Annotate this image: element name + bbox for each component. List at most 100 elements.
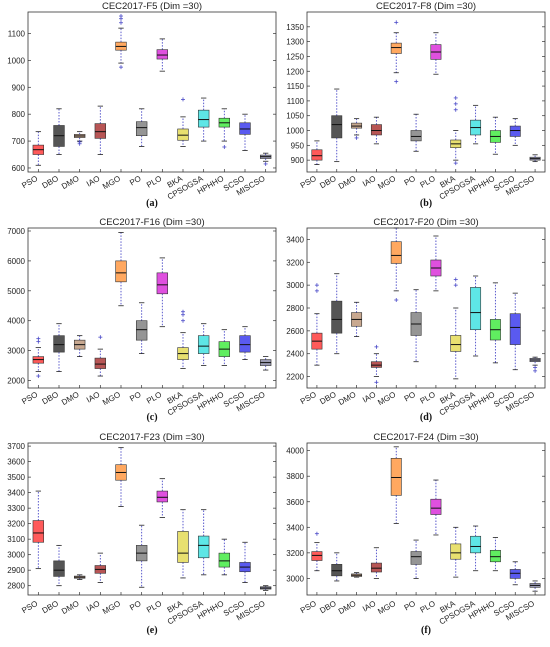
x-tick-label: PSO <box>299 599 318 615</box>
y-tick-label: 4000 <box>286 447 304 456</box>
y-tick-label: 3100 <box>7 535 25 544</box>
x-tick-label: PSO <box>299 390 318 406</box>
y-tick-label: 1350 <box>286 23 304 32</box>
x-tick-label: DMO <box>60 390 81 407</box>
y-tick-label: 900 <box>291 156 305 165</box>
y-tick-label: 7000 <box>7 227 25 236</box>
y-tick-label: 3400 <box>286 523 304 532</box>
x-tick-label: MGO <box>101 390 122 407</box>
chart-title: CEC2017-F5 (Dim =30) <box>102 1 202 12</box>
y-tick-label: 3000 <box>7 551 25 560</box>
box-bka <box>177 531 189 563</box>
box-pso <box>311 551 323 561</box>
box-iao <box>94 357 107 369</box>
y-tick-label: 3000 <box>286 574 304 583</box>
box-mgo <box>115 260 127 283</box>
x-tick-label: IAO <box>85 174 101 189</box>
box-iao <box>370 124 382 136</box>
box-hphho <box>489 549 501 563</box>
y-tick-label: 3200 <box>286 549 304 558</box>
plot-area <box>306 442 546 596</box>
x-tick-label: DBO <box>318 390 338 406</box>
box-cpsogsa <box>197 109 210 128</box>
box-mgo <box>390 42 402 54</box>
y-tick-label: 800 <box>12 110 26 119</box>
y-tick-label: 1150 <box>287 82 305 91</box>
x-tick-label: PO <box>128 390 143 404</box>
y-tick-label: 600 <box>12 164 26 173</box>
box-pso <box>311 149 323 161</box>
x-tick-label: DMO <box>337 174 358 191</box>
y-tick-label: 1100 <box>287 97 305 106</box>
y-tick-label: 3800 <box>286 472 304 481</box>
x-tick-label: PO <box>403 174 418 188</box>
chart-panel: 2200 2400 2600 2800 3000 3200 3400 CEC2017-F20 … <box>286 217 546 423</box>
y-tick-label: 1100 <box>8 30 26 39</box>
x-tick-label: DBO <box>40 174 60 190</box>
x-tick-label: PO <box>403 390 418 404</box>
x-tick-label: PSO <box>20 599 39 615</box>
x-tick-label: DMO <box>60 174 81 191</box>
box-cpsogsa <box>470 535 482 554</box>
x-tick-label: DBO <box>40 390 60 406</box>
chart-panel: 2800 2900 3000 3100 3200 3300 3400 3500 3600 3700… <box>7 432 277 636</box>
box-scso <box>239 335 251 353</box>
y-tick-label: 3200 <box>286 258 304 267</box>
box-dbo <box>331 300 343 334</box>
panel-caption: (e) <box>146 625 157 636</box>
box-po <box>410 130 422 142</box>
y-tick-label: 1050 <box>286 112 304 121</box>
y-tick-label: 2800 <box>286 304 304 313</box>
box-plo <box>156 490 169 503</box>
x-tick-label: PSO <box>299 174 318 190</box>
plot-area <box>306 227 546 389</box>
y-tick-label: 3000 <box>286 281 304 290</box>
box-dbo <box>331 564 343 577</box>
box-scso <box>509 125 521 137</box>
box-po <box>410 551 422 565</box>
box-dbo <box>331 115 343 139</box>
panel-caption: (f) <box>421 625 431 636</box>
box-plo <box>430 498 442 515</box>
chart-title: CEC2017-F24 (Dim =30) <box>373 432 478 443</box>
box-cpsogsa <box>470 287 482 331</box>
x-tick-label: PLO <box>419 174 437 190</box>
x-tick-label: MGO <box>101 174 122 191</box>
box-bka <box>450 335 462 352</box>
x-tick-label: PO <box>128 599 143 613</box>
x-tick-label: IAO <box>361 390 377 405</box>
plot-area <box>27 227 277 389</box>
box-po <box>135 320 148 341</box>
panel-caption: (a) <box>146 198 158 209</box>
chart-title: CEC2017-F8 (Dim =30) <box>376 1 476 12</box>
box-pso <box>32 520 45 543</box>
box-mgo <box>390 458 402 496</box>
x-tick-label: PSO <box>20 174 39 190</box>
y-tick-label: 2400 <box>286 350 304 359</box>
plot-area <box>306 11 546 173</box>
box-dbo <box>53 335 65 353</box>
panel-caption: (c) <box>146 412 157 423</box>
y-tick-label: 3600 <box>286 498 304 507</box>
x-tick-label: IAO <box>85 390 101 405</box>
x-tick-label: DBO <box>318 599 338 615</box>
y-tick-label: 2600 <box>286 327 304 336</box>
y-tick-label: 2900 <box>7 566 25 575</box>
panel-caption: (b) <box>420 198 432 209</box>
box-scso <box>509 313 521 345</box>
y-tick-label: 5000 <box>7 287 25 296</box>
x-tick-label: IAO <box>361 599 377 614</box>
y-tick-label: 1000 <box>7 56 25 65</box>
y-tick-label: 3000 <box>7 347 25 356</box>
chart-panel: 3000 3200 3400 3600 3800 4000 CEC2017-F24 (Dim… <box>286 432 546 636</box>
y-tick-label: 3200 <box>7 520 25 529</box>
y-tick-label: 3300 <box>7 504 25 513</box>
box-hphho <box>218 552 231 568</box>
x-tick-label: IAO <box>85 599 101 614</box>
x-tick-label: PO <box>128 174 143 188</box>
x-tick-label: PLO <box>419 390 437 406</box>
y-tick-label: 1250 <box>286 52 304 61</box>
box-scso <box>509 569 521 579</box>
y-tick-label: 4000 <box>7 317 25 326</box>
x-tick-label: DMO <box>60 599 81 616</box>
